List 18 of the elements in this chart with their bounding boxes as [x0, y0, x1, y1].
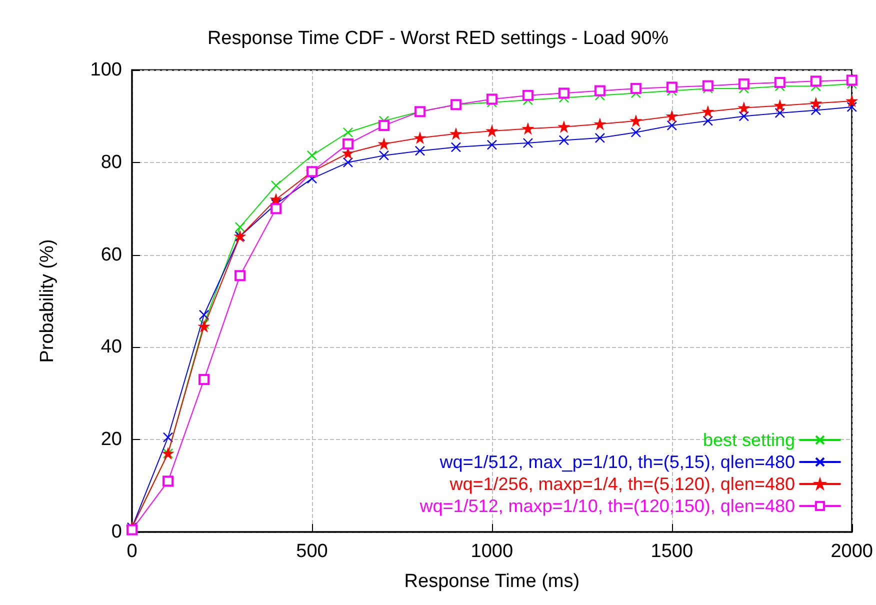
- y-tick-label: 80: [100, 152, 122, 173]
- y-tick-label: 0: [111, 522, 122, 542]
- x-axis-title: Response Time (ms): [404, 571, 580, 592]
- legend-label: wq=1/512, max_p=1/10, th=(5,15), qlen=480: [438, 452, 795, 472]
- x-tick-label: 1000: [470, 541, 514, 562]
- legend-label: wq=1/256, maxp=1/4, th=(5,120), qlen=480: [448, 474, 795, 494]
- chart-title: Response Time CDF - Worst RED settings - Load 90%: [207, 28, 669, 49]
- y-axis-title: Probability (%): [37, 239, 58, 363]
- x-tick-label: 0: [126, 541, 138, 562]
- x-tick-label: 2000: [830, 541, 874, 562]
- y-tick-label: 40: [100, 336, 122, 358]
- y-tick-label: 100: [90, 60, 122, 80]
- y-tick-label: 20: [100, 429, 122, 450]
- y-tick-label: 60: [100, 244, 122, 266]
- x-tick-label: 500: [296, 541, 328, 562]
- legend-label: wq=1/512, maxp=1/10, th=(120,150), qlen=480: [418, 496, 795, 516]
- x-tick-label: 1500: [650, 541, 694, 562]
- legend-label: best setting: [702, 430, 795, 450]
